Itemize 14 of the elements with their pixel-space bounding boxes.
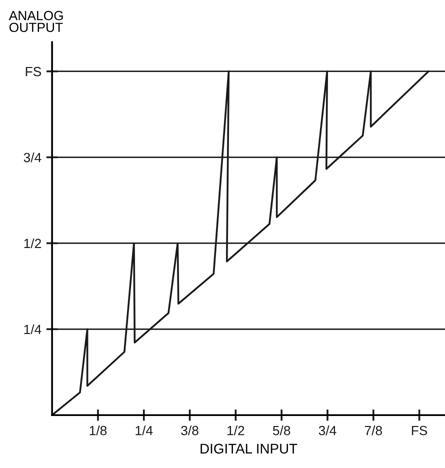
y-tick-label: 3/4	[24, 152, 42, 162]
y-tick-label: FS	[26, 66, 42, 76]
y-tick-label: 1/2	[24, 238, 41, 248]
y-axis-title: ANALOG OUTPUT	[8, 10, 63, 32]
x-axis-title: DIGITAL INPUT	[200, 444, 298, 454]
x-tick-label: FS	[412, 426, 428, 436]
x-tick-label: 3/4	[318, 426, 336, 436]
x-tick-label: 1/4	[136, 426, 153, 436]
y-tick-label: 1/4	[24, 324, 42, 334]
x-tick-label: 1/8	[90, 426, 107, 436]
x-tick-label: 7/8	[364, 426, 382, 436]
x-tick-label: 3/8	[181, 426, 198, 436]
x-tick-label: 5/8	[272, 426, 290, 436]
x-tick-label: 1/2	[228, 426, 244, 436]
